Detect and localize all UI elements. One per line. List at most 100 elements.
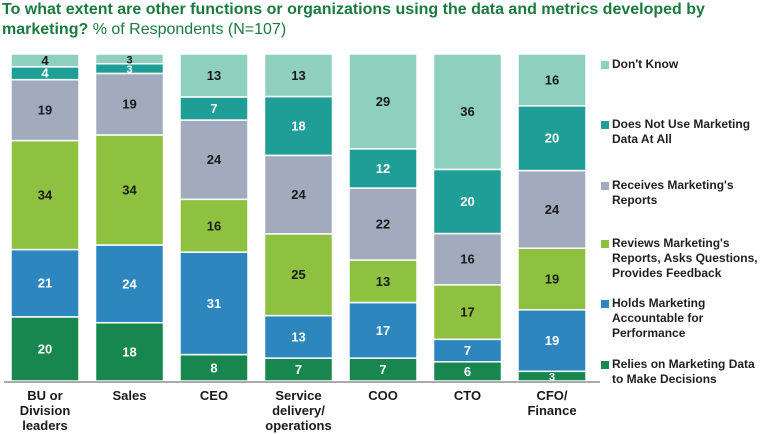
data-label: 20 xyxy=(38,341,52,356)
legend-item: Relies on Marketing Data to Make Decision… xyxy=(601,357,784,387)
data-label: 3 xyxy=(126,64,132,76)
legend-item: Does Not Use Marketing Data At All xyxy=(601,117,784,147)
legend-label: Relies on Marketing Data xyxy=(612,357,755,371)
data-label: 13 xyxy=(291,68,305,83)
bar-segment xyxy=(263,233,334,317)
x-tick-label: delivery/ xyxy=(272,403,325,418)
bar-segment xyxy=(348,53,418,150)
data-label: 8 xyxy=(210,360,217,375)
legend-swatch xyxy=(601,240,609,248)
bar-segment xyxy=(348,148,418,189)
data-label: 3 xyxy=(549,372,555,384)
data-label: 6 xyxy=(464,364,471,379)
data-label: 13 xyxy=(207,68,221,83)
data-label: 25 xyxy=(291,267,305,282)
data-label: 19 xyxy=(545,272,559,287)
bar-segment xyxy=(348,259,418,304)
bar-segment xyxy=(10,248,80,318)
x-tick-label: CTO xyxy=(454,388,481,403)
data-label: 24 xyxy=(122,276,137,291)
data-label: 13 xyxy=(291,329,305,344)
data-label: 18 xyxy=(291,118,305,133)
data-label: 19 xyxy=(122,97,136,112)
data-label: 7 xyxy=(464,343,471,358)
bar-segment xyxy=(517,53,587,107)
bar-segment xyxy=(94,72,165,136)
data-label: 16 xyxy=(545,72,559,87)
legend-label: Performance xyxy=(612,326,686,340)
data-label: 29 xyxy=(376,94,390,109)
bar-segment xyxy=(263,53,334,98)
bar-segment xyxy=(10,78,80,142)
data-label: 7 xyxy=(210,101,217,116)
legend-item: Reviews Marketing's Reports, Asks Questio… xyxy=(601,236,784,281)
legend-swatch xyxy=(601,300,609,308)
x-tick-label: Finance xyxy=(527,403,576,418)
bar-segment xyxy=(179,353,249,382)
legend-swatch xyxy=(601,361,609,369)
data-label: 24 xyxy=(545,202,560,217)
x-tick-label: Division xyxy=(20,403,71,418)
data-label: 36 xyxy=(460,104,474,119)
data-label: 7 xyxy=(379,362,386,377)
legend-label: Reports xyxy=(612,193,658,207)
data-label: 34 xyxy=(38,188,53,203)
data-label: 18 xyxy=(122,344,136,359)
chart-title-main: To what extent are other functions or or… xyxy=(2,1,705,38)
legend-label: Data At All xyxy=(612,132,672,146)
bar-segment xyxy=(517,247,587,311)
data-label: 34 xyxy=(122,182,137,197)
data-label: 13 xyxy=(376,274,390,289)
bar-segment xyxy=(432,232,503,286)
legend-label: Don't Know xyxy=(612,57,679,71)
data-label: 24 xyxy=(207,152,222,167)
bar-segment xyxy=(179,53,249,98)
legend-swatch xyxy=(601,121,609,129)
x-tick-label: CEO xyxy=(200,388,228,403)
x-tick-label: Sales xyxy=(113,388,147,403)
data-label: 4 xyxy=(41,53,49,68)
x-tick-label: BU or xyxy=(27,388,62,403)
legend-label: Reviews Marketing's xyxy=(612,236,730,250)
legend-label: Provides Feedback xyxy=(612,266,722,280)
legend-swatch xyxy=(601,61,609,69)
bar-segment xyxy=(179,198,249,253)
data-label: 31 xyxy=(207,296,221,311)
data-label: 4 xyxy=(41,66,49,81)
bar-segment xyxy=(179,251,249,356)
legend-swatch xyxy=(601,182,609,190)
legend-label: Does Not Use Marketing xyxy=(612,117,751,131)
legend-label: Accountable for xyxy=(612,311,704,325)
bar-segment xyxy=(517,169,587,250)
data-label: 22 xyxy=(376,217,390,232)
data-label: 20 xyxy=(460,194,474,209)
data-label: 3 xyxy=(126,54,132,66)
legend-label: Receives Marketing's xyxy=(612,178,734,192)
x-tick-label: CFO/ xyxy=(536,388,567,403)
legend-item: Receives Marketing's Reports xyxy=(601,178,784,208)
legend-label: Reports, Asks Questions, xyxy=(612,251,758,265)
data-label: 19 xyxy=(38,103,52,118)
bar-segment xyxy=(432,53,503,171)
data-label: 19 xyxy=(545,333,559,348)
legend-label: to Make Decisions xyxy=(612,372,717,386)
chart-title-subtitle: % of Respondents (N=107) xyxy=(88,21,287,38)
bar-segment xyxy=(10,53,80,68)
bar-segment xyxy=(263,314,334,359)
bar-segment xyxy=(179,119,249,201)
bar-segment xyxy=(94,134,165,246)
data-label: 24 xyxy=(291,187,306,202)
data-label: 20 xyxy=(545,131,559,146)
bar-segment xyxy=(94,53,165,65)
data-label: 17 xyxy=(376,323,390,338)
x-tick-label: leaders xyxy=(22,418,68,433)
data-label: 16 xyxy=(207,218,221,233)
bar-segment xyxy=(10,316,80,382)
data-label: 12 xyxy=(376,161,390,176)
bar-segment xyxy=(517,105,587,172)
legend-item: Don't Know xyxy=(601,57,784,72)
data-label: 21 xyxy=(38,276,52,291)
bar-segment xyxy=(432,284,503,341)
legend-label: Holds Marketing xyxy=(612,296,706,310)
